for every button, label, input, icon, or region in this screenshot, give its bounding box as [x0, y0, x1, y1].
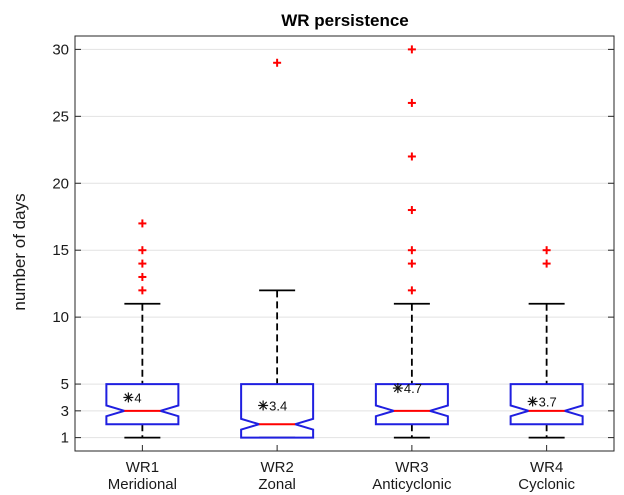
- outlier-point: [407, 45, 416, 54]
- y-tick-label: 25: [52, 108, 69, 125]
- box-group: 4: [105, 219, 180, 439]
- x-tick-label: WR3: [395, 459, 428, 476]
- y-tick-label: 10: [52, 309, 69, 326]
- outlier-point: [273, 58, 282, 67]
- mean-marker-stroke: [393, 384, 402, 393]
- outlier-point: [542, 246, 551, 255]
- outlier-point: [407, 259, 416, 268]
- outlier-point: [407, 152, 416, 161]
- mean-marker-stroke: [124, 393, 133, 402]
- y-tick-label: 20: [52, 175, 69, 192]
- mean-marker-stroke: [528, 397, 537, 406]
- x-tick-sublabel: Meridional: [108, 476, 177, 493]
- mean-label: 3.4: [269, 398, 287, 413]
- box-group: 4.7: [374, 45, 449, 439]
- outlier-point: [138, 286, 147, 295]
- mean-label: 4.7: [404, 381, 422, 396]
- x-tick-sublabel: Cyclonic: [518, 476, 575, 493]
- mean-label: 4: [134, 390, 141, 405]
- outlier-point: [407, 246, 416, 255]
- y-tick-label: 1: [61, 430, 69, 447]
- x-tick-sublabel: Zonal: [258, 476, 296, 493]
- chart-title: WR persistence: [281, 11, 409, 30]
- y-tick-label: 5: [61, 376, 69, 393]
- y-tick-label: 30: [52, 41, 69, 58]
- x-tick-sublabel: Anticyclonic: [372, 476, 452, 493]
- box-series: 4 3.4 4.7 3.7: [105, 45, 584, 439]
- outlier-point: [138, 272, 147, 281]
- outlier-point: [407, 206, 416, 215]
- x-tick-label: WR4: [530, 459, 563, 476]
- mean-marker: [123, 392, 134, 403]
- mean-marker: [527, 396, 538, 407]
- mean-marker: [392, 383, 403, 394]
- outlier-point: [407, 98, 416, 107]
- mean-label: 3.7: [539, 394, 557, 409]
- outlier-point: [542, 259, 551, 268]
- outlier-point: [407, 286, 416, 295]
- outlier-point: [138, 219, 147, 228]
- box-group: 3.7: [509, 246, 584, 439]
- grid-lines: [75, 48, 614, 439]
- x-tick-label: WR1: [126, 459, 159, 476]
- plot-frame: [74, 35, 615, 452]
- notched-box: [509, 383, 584, 426]
- x-tick-label: WR2: [260, 459, 293, 476]
- notched-box: [240, 383, 315, 439]
- notched-box: [105, 383, 180, 426]
- y-axis: 1 3 5 10 15 20 25 30: [52, 41, 614, 447]
- outlier-point: [138, 259, 147, 268]
- mean-marker-stroke: [259, 401, 268, 410]
- y-tick-label: 15: [52, 242, 69, 259]
- outlier-point: [138, 246, 147, 255]
- notched-box: [374, 383, 449, 426]
- y-tick-label: 3: [61, 403, 69, 420]
- mean-marker: [258, 400, 269, 411]
- y-axis-label: number of days: [10, 193, 29, 310]
- box-group: 3.4: [240, 58, 315, 439]
